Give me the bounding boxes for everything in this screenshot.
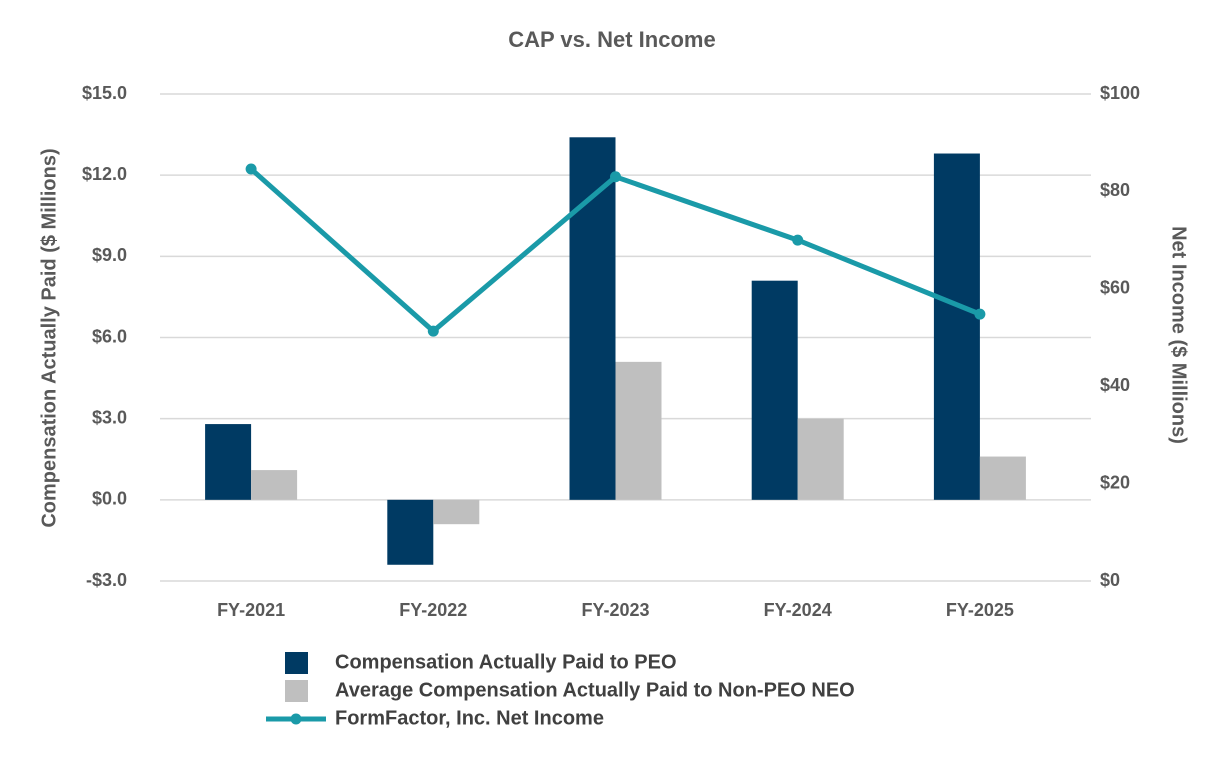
line-point (610, 171, 621, 183)
x-tick-label: FY-2024 (764, 600, 832, 620)
bar (433, 499, 480, 525)
y-tick-label: $0.0 (92, 489, 127, 509)
line-point (427, 325, 439, 337)
y-tick-label: $12.0 (82, 164, 127, 184)
y-tick-label: -$3.0 (86, 570, 127, 590)
y2-tick-label: $20 (1100, 472, 1130, 492)
line-point (792, 234, 804, 246)
y2-tick-label: $40 (1100, 375, 1130, 395)
bar (615, 361, 662, 500)
y-tick-label: $3.0 (92, 407, 127, 427)
y2-axis-title: Net Income ($ Millions) (1168, 226, 1190, 444)
legend-swatch (285, 652, 308, 674)
legend-swatch (285, 680, 308, 702)
line-point (974, 308, 986, 320)
bar (251, 470, 298, 500)
bar (387, 499, 434, 565)
y-tick-label: $15.0 (82, 83, 127, 103)
legend-label: FormFactor, Inc. Net Income (335, 707, 604, 729)
y2-tick-label: $80 (1100, 180, 1130, 200)
x-tick-label: FY-2023 (581, 600, 649, 620)
bar (979, 456, 1026, 500)
y2-tick-label: $60 (1100, 278, 1130, 298)
bar (797, 418, 844, 500)
legend-marker (290, 713, 302, 725)
bar (751, 280, 798, 500)
legend-label: Compensation Actually Paid to PEO (335, 651, 677, 673)
legend-label: Average Compensation Actually Paid to No… (335, 679, 855, 701)
y2-tick-label: $100 (1100, 83, 1140, 103)
y-axis-title: Compensation Actually Paid ($ Millions) (38, 148, 60, 527)
y-tick-label: $9.0 (92, 245, 127, 265)
line-point (245, 163, 257, 175)
x-tick-label: FY-2021 (217, 600, 285, 620)
bar (569, 137, 616, 500)
bar (933, 153, 980, 500)
chart-title: CAP vs. Net Income (508, 27, 715, 52)
y2-tick-label: $0 (1100, 570, 1120, 590)
x-tick-label: FY-2022 (399, 600, 467, 620)
bar (205, 424, 252, 500)
x-tick-label: FY-2025 (946, 600, 1014, 620)
y-tick-label: $6.0 (92, 326, 127, 346)
